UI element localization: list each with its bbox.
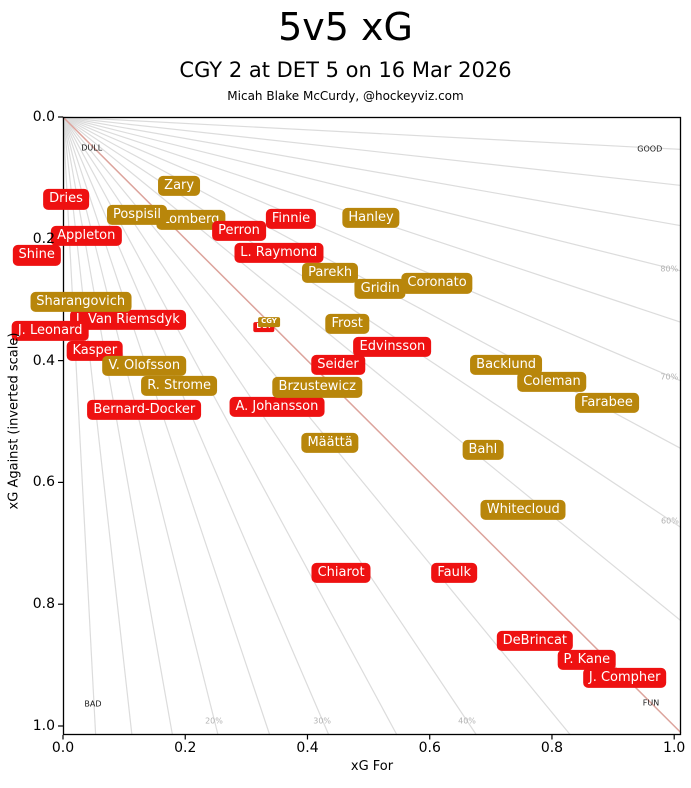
player-label-shine: Shine	[12, 245, 61, 266]
gridline-55pct	[62, 116, 682, 622]
corner-label-fun: FUN	[642, 698, 660, 708]
player-label-bahl: Bahl	[462, 439, 504, 461]
y-tick-label-0.4: 0.4	[32, 352, 55, 369]
player-label-zary: Zary	[158, 175, 201, 196]
share-pct-label-30: 30%	[313, 716, 332, 726]
chart-subtitle: CGY 2 at DET 5 on 16 Mar 2026	[179, 58, 512, 82]
player-label-farabee: Farabee	[575, 392, 639, 413]
player-label-m-tt: Määttä	[301, 432, 359, 453]
player-label-gridin: Gridin	[354, 278, 406, 299]
player-label-kasper: Kasper	[66, 340, 124, 361]
y-tick-label-0.8: 0.8	[32, 596, 55, 613]
gridline-70pct	[62, 116, 682, 382]
gridline-10pct	[62, 116, 133, 736]
player-label-backlund: Backlund	[470, 354, 543, 376]
player-label-bernard-docker: Bernard-Docker	[87, 399, 202, 421]
corner-label-bad: BAD	[84, 699, 102, 709]
player-label-lomberg: Lomberg	[156, 209, 226, 231]
share-pct-label-70: 70%	[660, 372, 679, 382]
chart-title: 5v5 xG	[278, 5, 413, 49]
player-label-v-olofsson: V. Olofsson	[102, 355, 187, 377]
gridline-95pct	[62, 116, 682, 151]
player-label-j-van-riemsdyk: J. Van Riemsdyk	[69, 309, 186, 330]
gridline-15pct	[62, 116, 174, 736]
share-pct-label-80: 80%	[660, 264, 679, 274]
player-label-l-raymond: L. Raymond	[234, 242, 324, 263]
x-tick-label-0.4: 0.4	[296, 740, 319, 756]
player-label-p-kane: P. Kane	[557, 649, 617, 670]
gridline-20pct	[62, 116, 219, 736]
player-label-dries: Dries	[43, 189, 89, 210]
player-label-whitecloud: Whitecloud	[480, 499, 566, 520]
share-pct-label-60: 60%	[661, 516, 679, 526]
player-label-edvinsson: Edvinsson	[353, 337, 432, 358]
corner-label-dull: DULL	[81, 143, 103, 153]
player-label-faulk: Faulk	[431, 562, 477, 584]
y-tick-label-1.0: 1.0	[32, 718, 55, 734]
plot-area: 80% 70% 60% 20% 30% 40% DULL GOOD BAD FUN Lomberg Z…	[11, 116, 682, 740]
player-label-seider: Seider	[311, 354, 365, 376]
y-tick-label-0.2: 0.2	[32, 230, 55, 247]
chart-credit: Micah Blake McCurdy, @hockeyviz.com	[227, 89, 464, 103]
player-label-j-leonard: J. Leonard	[11, 320, 89, 341]
share-pct-label-20: 20%	[205, 716, 223, 726]
player-label-frost: Frost	[325, 313, 369, 335]
x-tick-label-1.0: 1.0	[663, 740, 686, 756]
player-label-debrincat: DeBrincat	[496, 630, 574, 651]
player-label-pospisil: Pospisil	[106, 204, 167, 226]
y-tick-label-0.6: 0.6	[32, 474, 55, 491]
player-label-sharangovich: Sharangovich	[30, 291, 132, 313]
player-label-a-johansson: A. Johansson	[229, 396, 325, 418]
player-label-j-compher: J. Compher	[582, 667, 667, 689]
player-label-appleton: Appleton	[51, 225, 122, 246]
x-tick-label-0.2: 0.2	[174, 740, 197, 756]
y-tick-label-0.0: 0.0	[32, 109, 55, 125]
player-label-chiarot: Chiarot	[311, 562, 371, 584]
x-tick-label-0.6: 0.6	[418, 740, 441, 756]
player-label-parekh: Parekh	[302, 262, 359, 284]
player-label-finnie: Finnie	[265, 208, 317, 229]
y-axis-title: xG Against (inverted scale)	[6, 332, 22, 510]
gridline-5pct	[62, 116, 97, 736]
player-label-coronato: Coronato	[401, 273, 473, 294]
share-pct-label-40: 40%	[458, 716, 476, 726]
player-label-hanley: Hanley	[342, 207, 400, 229]
x-tick-label-0.8: 0.8	[540, 740, 564, 756]
gridline-80pct	[62, 116, 682, 272]
corner-label-good: GOOD	[637, 144, 663, 154]
player-label-r-strome: R. Strome	[141, 376, 218, 397]
plot-border	[62, 116, 682, 736]
gridline-85pct	[62, 116, 682, 227]
player-label-coleman: Coleman	[517, 371, 587, 393]
player-label-perron: Perron	[212, 220, 266, 242]
gridline-25pct	[62, 116, 271, 736]
x-axis-title: xG For	[350, 759, 394, 774]
team-marker-cgy: CGY	[258, 317, 280, 328]
player-label-brzustewicz: Brzustewicz	[272, 377, 362, 398]
x-tick-label-0.0: 0.0	[51, 740, 75, 756]
gridline-90pct	[62, 116, 682, 187]
